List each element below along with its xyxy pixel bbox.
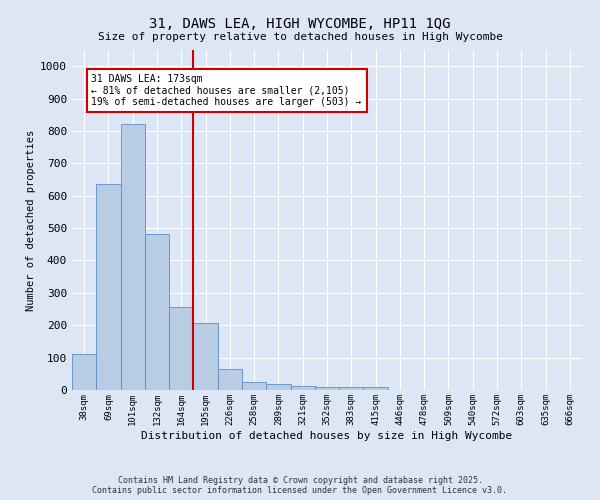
Bar [72,354,96,390]
Bar [242,382,266,390]
Bar [121,124,145,390]
Y-axis label: Number of detached properties: Number of detached properties [26,130,36,310]
Text: Contains HM Land Registry data © Crown copyright and database right 2025.
Contai: Contains HM Land Registry data © Crown c… [92,476,508,495]
Text: 31, DAWS LEA, HIGH WYCOMBE, HP11 1QG: 31, DAWS LEA, HIGH WYCOMBE, HP11 1QG [149,18,451,32]
Text: 31 DAWS LEA: 173sqm
← 81% of detached houses are smaller (2,105)
19% of semi-det: 31 DAWS LEA: 173sqm ← 81% of detached ho… [91,74,362,108]
Bar [290,386,315,390]
Bar [315,387,339,390]
Bar [339,387,364,390]
Bar [96,184,121,390]
Bar [169,308,193,390]
Text: Size of property relative to detached houses in High Wycombe: Size of property relative to detached ho… [97,32,503,42]
X-axis label: Distribution of detached houses by size in High Wycombe: Distribution of detached houses by size … [142,430,512,440]
Bar [193,323,218,390]
Bar [218,369,242,390]
Bar [145,234,169,390]
Bar [364,388,388,390]
Bar [266,384,290,390]
